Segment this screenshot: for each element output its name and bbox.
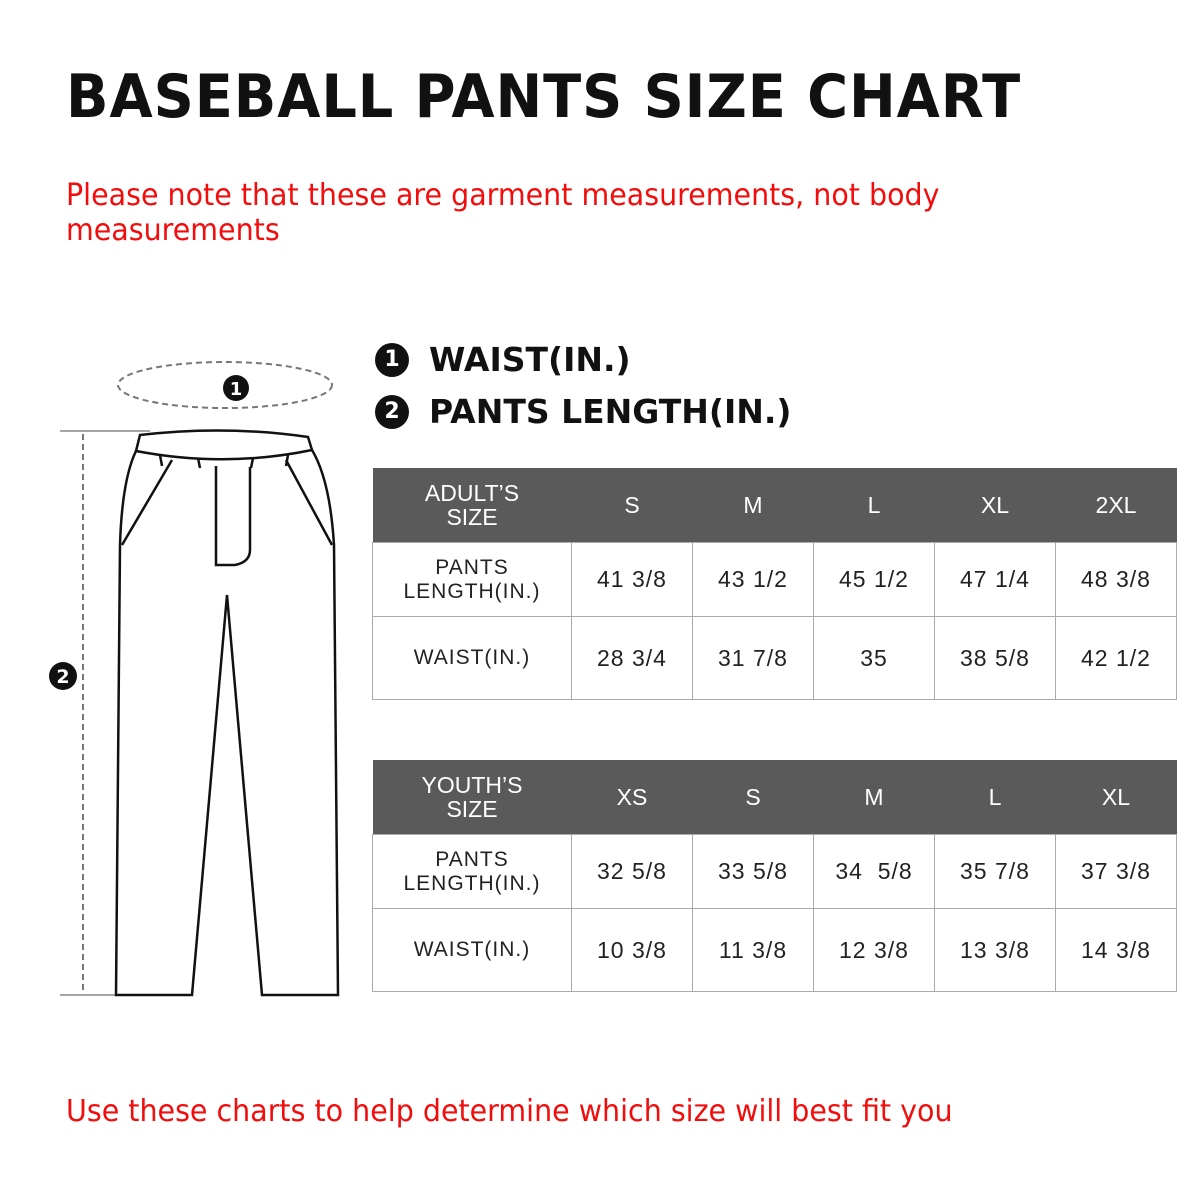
marker-2-icon: 2 (375, 394, 409, 429)
legend-length: 2 PANTS LENGTH(IN.) (375, 392, 792, 431)
table-header-row: YOUTH’S SIZE XS S M L XL (372, 760, 1177, 835)
adult-size-table: ADULT’S SIZE S M L XL 2XL PANTS LENGTH(IN.… (372, 468, 1177, 700)
table-cell: 47 1/4 (934, 542, 1056, 617)
table-cell: 35 (813, 616, 935, 700)
row-label: PANTS LENGTH(IN.) (372, 834, 572, 909)
pants-outline-icon (114, 429, 340, 997)
table-cell: 35 7/8 (934, 834, 1056, 909)
table-cell: 45 1/2 (813, 542, 935, 617)
table-row: WAIST(IN.) 10 3/8 11 3/8 12 3/8 13 3/8 1… (372, 908, 1177, 992)
header-cell: M (813, 760, 935, 835)
header-cell: XL (1055, 760, 1177, 835)
table-row: PANTS LENGTH(IN.) 32 5/8 33 5/8 34 5/8 35… (372, 834, 1177, 909)
table-header-row: ADULT’S SIZE S M L XL 2XL (372, 468, 1177, 543)
waist-measure-ellipse (117, 361, 333, 409)
table-cell: 34 5/8 (813, 834, 935, 909)
header-cell: L (813, 468, 935, 543)
garment-note-line1: Please note that these are garment measu… (66, 178, 940, 213)
table-cell: 13 3/8 (934, 908, 1056, 992)
garment-note-line2: measurements (66, 213, 280, 248)
table-cell: 12 3/8 (813, 908, 935, 992)
page-title: BASEBALL PANTS SIZE CHART (66, 62, 1022, 132)
table-cell: 11 3/8 (692, 908, 814, 992)
table-cell: 28 3/4 (571, 616, 693, 700)
header-cell: L (934, 760, 1056, 835)
table-cell: 32 5/8 (571, 834, 693, 909)
header-cell: M (692, 468, 814, 543)
table-cell: 48 3/8 (1055, 542, 1177, 617)
header-cell-size: ADULT’S SIZE (372, 468, 572, 543)
marker-1-label: 1 (230, 379, 243, 400)
marker-1-icon: 1 (375, 342, 409, 377)
header-cell: S (571, 468, 693, 543)
fit-note: Use these charts to help determine which… (66, 1094, 953, 1129)
legend-waist: 1 WAIST(IN.) (375, 340, 631, 379)
youth-size-table: YOUTH’S SIZE XS S M L XL PANTS LENGTH(IN.)… (372, 760, 1177, 992)
table-cell: 33 5/8 (692, 834, 814, 909)
row-label: WAIST(IN.) (372, 908, 572, 992)
table-row: PANTS LENGTH(IN.) 41 3/8 43 1/2 45 1/2 47… (372, 542, 1177, 617)
table-cell: 42 1/2 (1055, 616, 1177, 700)
row-label: PANTS LENGTH(IN.) (372, 542, 572, 617)
table-cell: 14 3/8 (1055, 908, 1177, 992)
marker-2-icon (49, 662, 77, 690)
marker-1-icon (223, 375, 249, 401)
header-cell-size: YOUTH’S SIZE (372, 760, 572, 835)
header-cell: S (692, 760, 814, 835)
row-label: WAIST(IN.) (372, 616, 572, 700)
table-cell: 31 7/8 (692, 616, 814, 700)
pants-diagram: 1 2 (49, 361, 340, 997)
header-cell: 2XL (1055, 468, 1177, 543)
table-cell: 38 5/8 (934, 616, 1056, 700)
table-cell: 10 3/8 (571, 908, 693, 992)
legend-label: PANTS LENGTH(IN.) (429, 392, 792, 431)
header-cell: XL (934, 468, 1056, 543)
header-cell: XS (571, 760, 693, 835)
table-cell: 41 3/8 (571, 542, 693, 617)
table-row: WAIST(IN.) 28 3/4 31 7/8 35 38 5/8 42 1/… (372, 616, 1177, 700)
table-cell: 37 3/8 (1055, 834, 1177, 909)
table-cell: 43 1/2 (692, 542, 814, 617)
legend-label: WAIST(IN.) (429, 340, 631, 379)
marker-2-label: 2 (56, 666, 69, 688)
